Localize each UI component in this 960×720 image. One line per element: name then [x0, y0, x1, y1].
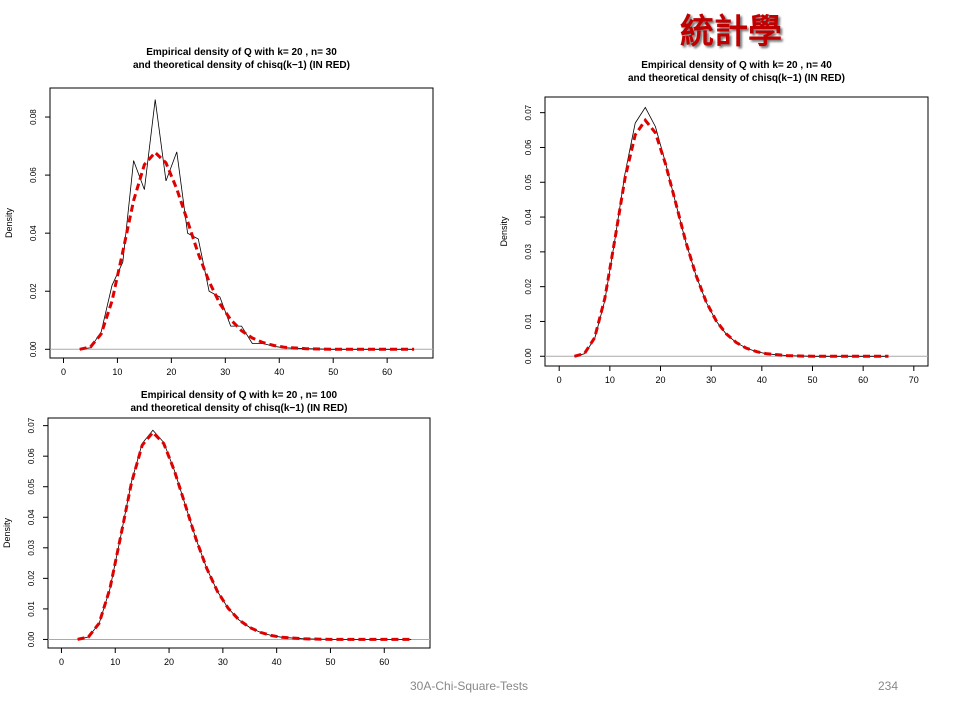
x-tick-label: 0 [61, 367, 66, 377]
y-tick-label: 0.06 [29, 167, 38, 183]
y-tick-label: 0.04 [29, 225, 38, 241]
y-tick-label: 0.02 [524, 278, 533, 294]
y-tick-label: 0.01 [524, 313, 533, 329]
y-tick-label: 0.00 [27, 631, 36, 647]
x-tick-label: 20 [166, 367, 176, 377]
y-tick-label: 0.04 [27, 509, 36, 525]
x-tick-label: 40 [757, 375, 767, 385]
x-tick-label: 0 [59, 657, 64, 667]
chart-title: Empirical density of Q with k= 20 , n= 3… [146, 47, 337, 58]
y-tick-label: 0.07 [524, 104, 533, 120]
y-tick-label: 0.02 [29, 283, 38, 299]
y-axis-label: Density [4, 207, 14, 238]
x-tick-label: 40 [272, 657, 282, 667]
chart-title: Empirical density of Q with k= 20 , n= 4… [641, 60, 832, 71]
x-tick-label: 20 [164, 657, 174, 667]
x-tick-label: 30 [218, 657, 228, 667]
chart-title: Empirical density of Q with k= 20 , n= 1… [141, 390, 338, 401]
plot-frame [47, 417, 431, 649]
y-tick-label: 0.02 [27, 570, 36, 586]
y-tick-label: 0.05 [27, 478, 36, 494]
y-tick-label: 0.07 [27, 417, 36, 433]
chart-subtitle: and theoretical density of chisq(k−1) (I… [131, 403, 348, 414]
density-line [79, 150, 415, 351]
plot-frame [49, 87, 434, 359]
y-axis-label: Density [499, 216, 509, 247]
density-line [574, 106, 889, 357]
density-line [573, 117, 889, 358]
plot-frame [544, 96, 929, 367]
y-tick-label: 0.00 [524, 348, 533, 364]
x-tick-label: 60 [858, 375, 868, 385]
density-line [77, 430, 412, 641]
y-tick-label: 0.06 [27, 448, 36, 464]
x-tick-label: 10 [112, 367, 122, 377]
x-tick-label: 20 [656, 375, 666, 385]
y-tick-label: 0.04 [524, 209, 533, 225]
y-tick-label: 0.01 [27, 601, 36, 617]
x-tick-label: 0 [557, 375, 562, 385]
x-tick-label: 50 [807, 375, 817, 385]
x-tick-label: 40 [274, 367, 284, 377]
x-tick-label: 60 [379, 657, 389, 667]
x-tick-label: 70 [909, 375, 919, 385]
chart-subtitle: and theoretical density of chisq(k−1) (I… [628, 73, 845, 84]
x-tick-label: 60 [382, 367, 392, 377]
x-tick-label: 30 [706, 375, 716, 385]
y-tick-label: 0.00 [29, 341, 38, 357]
x-tick-label: 50 [325, 657, 335, 667]
x-tick-label: 50 [328, 367, 338, 377]
slide-title: 統計學 [680, 12, 782, 52]
y-tick-label: 0.03 [524, 244, 533, 260]
page-number: 234 [878, 679, 899, 693]
density-line [79, 99, 415, 350]
y-tick-label: 0.06 [524, 139, 533, 155]
y-tick-label: 0.08 [29, 109, 38, 125]
chart-subtitle: and theoretical density of chisq(k−1) (I… [133, 60, 350, 71]
x-tick-label: 10 [605, 375, 615, 385]
y-tick-label: 0.05 [524, 174, 533, 190]
x-tick-label: 30 [220, 367, 230, 377]
x-tick-label: 10 [110, 657, 120, 667]
y-axis-label: Density [2, 517, 12, 548]
y-tick-label: 0.03 [27, 539, 36, 555]
density-line [77, 429, 412, 640]
footer-text: 30A-Chi-Square-Tests [410, 679, 529, 693]
